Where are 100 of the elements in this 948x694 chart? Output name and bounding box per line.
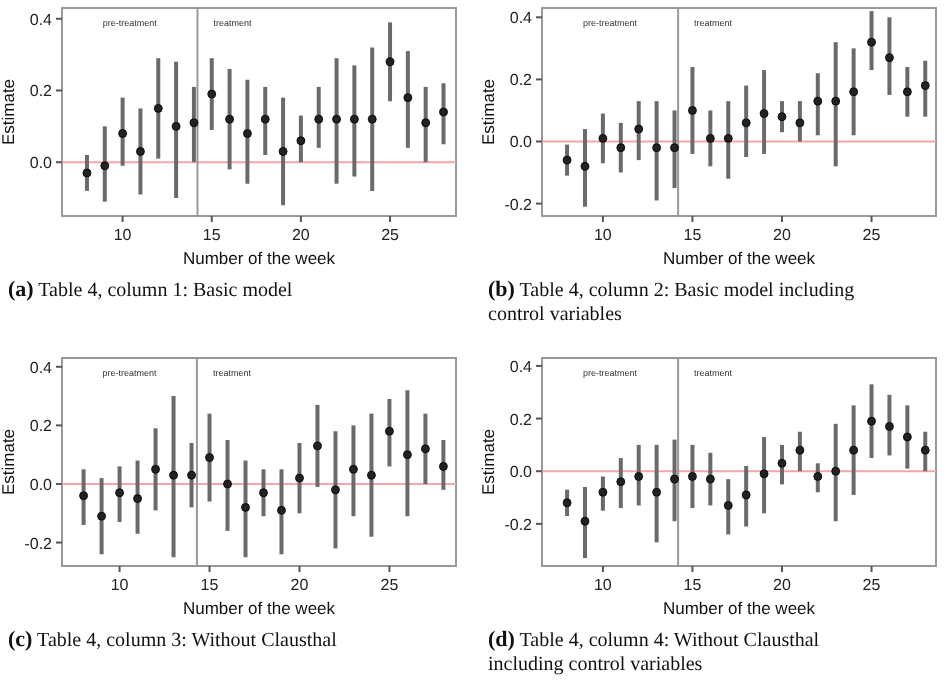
- x-tick-label: 20: [291, 226, 311, 244]
- x-tick-label: 10: [110, 576, 130, 594]
- point: [100, 161, 110, 171]
- point: [670, 143, 679, 153]
- x-tick-label: 25: [381, 226, 401, 244]
- y-tick-label: 0.2: [509, 71, 534, 90]
- point: [332, 114, 341, 124]
- point: [349, 114, 359, 124]
- point: [187, 470, 196, 480]
- point: [598, 133, 608, 143]
- point: [652, 143, 662, 153]
- point: [260, 114, 270, 124]
- point: [777, 458, 787, 468]
- point: [813, 472, 823, 481]
- point: [136, 147, 145, 156]
- point: [295, 473, 304, 483]
- y-tick-label: 0.0: [509, 133, 534, 152]
- text: (a) Table 4, column 1: Basic model: [8, 278, 293, 302]
- point: [205, 453, 214, 463]
- point: [688, 472, 697, 481]
- point: [403, 450, 412, 460]
- x-tick-label: 10: [593, 226, 613, 244]
- point: [403, 93, 413, 103]
- point: [189, 118, 199, 128]
- point: [885, 422, 894, 431]
- point: [314, 114, 324, 124]
- x-axis-title: Number of the week: [182, 598, 337, 618]
- y-tick-label: 0.0: [509, 463, 534, 482]
- point: [313, 441, 322, 451]
- point: [920, 445, 930, 455]
- y-tick-label: -0.2: [24, 534, 54, 553]
- y-tick-label: 0.2: [29, 417, 54, 436]
- y-tick-label: 0.4: [509, 9, 534, 28]
- point: [920, 81, 930, 91]
- point: [151, 464, 160, 474]
- point: [367, 114, 377, 124]
- y-tick-label: 0.0: [29, 154, 54, 173]
- point: [580, 516, 590, 526]
- y-tick-label: 0.4: [29, 10, 54, 29]
- point: [421, 118, 431, 128]
- y-axis-title: Estimate: [478, 428, 498, 496]
- point: [831, 466, 841, 476]
- point: [741, 118, 751, 128]
- point: [759, 109, 769, 118]
- x-axis-title: Number of the week: [182, 248, 337, 268]
- y-tick-label: -0.2: [504, 515, 534, 534]
- point: [616, 477, 626, 487]
- x-tick-label: 25: [380, 576, 400, 594]
- point: [849, 87, 859, 97]
- point: [207, 89, 217, 99]
- x-tick-label: 25: [862, 226, 882, 244]
- point: [688, 106, 697, 115]
- x-tick-label: 15: [683, 576, 703, 594]
- x-tick-label: 20: [290, 576, 310, 594]
- point: [634, 124, 644, 134]
- point: [813, 96, 823, 106]
- point: [278, 147, 288, 156]
- y-axis-title: Estimate: [0, 428, 18, 496]
- point: [616, 143, 626, 153]
- point: [634, 472, 644, 481]
- point: [243, 129, 252, 138]
- point: [225, 114, 234, 124]
- y-tick-label: 0.2: [509, 410, 534, 429]
- point: [153, 104, 163, 113]
- point: [795, 118, 805, 128]
- point: [439, 107, 448, 117]
- x-tick-label: 15: [200, 576, 220, 594]
- point: [902, 432, 912, 442]
- x-tick-label: 25: [862, 576, 882, 594]
- point: [331, 485, 340, 495]
- point: [723, 501, 733, 510]
- point: [562, 498, 572, 508]
- point: [652, 487, 662, 497]
- text: (d) Table 4, column 4: Without Clausthal including control variables: [488, 628, 820, 676]
- point: [118, 129, 128, 138]
- point: [133, 494, 142, 504]
- point: [223, 479, 232, 489]
- x-tick-label: 15: [683, 226, 703, 244]
- point: [705, 474, 715, 484]
- point: [349, 464, 358, 474]
- y-axis-title: Estimate: [478, 78, 498, 146]
- point: [670, 474, 679, 484]
- point: [580, 161, 590, 171]
- point: [598, 487, 608, 497]
- point: [115, 488, 124, 498]
- point: [169, 470, 178, 480]
- x-axis-title: Number of the week: [662, 248, 817, 268]
- point: [831, 96, 841, 106]
- point: [885, 53, 894, 63]
- point: [79, 491, 88, 501]
- point: [867, 37, 876, 47]
- y-axis-title: Estimate: [0, 78, 18, 146]
- point: [705, 133, 715, 143]
- point: [723, 133, 733, 143]
- x-tick-label: 20: [773, 576, 792, 594]
- y-tick-label: 0.4: [509, 357, 534, 376]
- point: [82, 168, 92, 178]
- x-tick-label: 15: [202, 226, 222, 244]
- point: [439, 461, 448, 471]
- point: [259, 488, 268, 498]
